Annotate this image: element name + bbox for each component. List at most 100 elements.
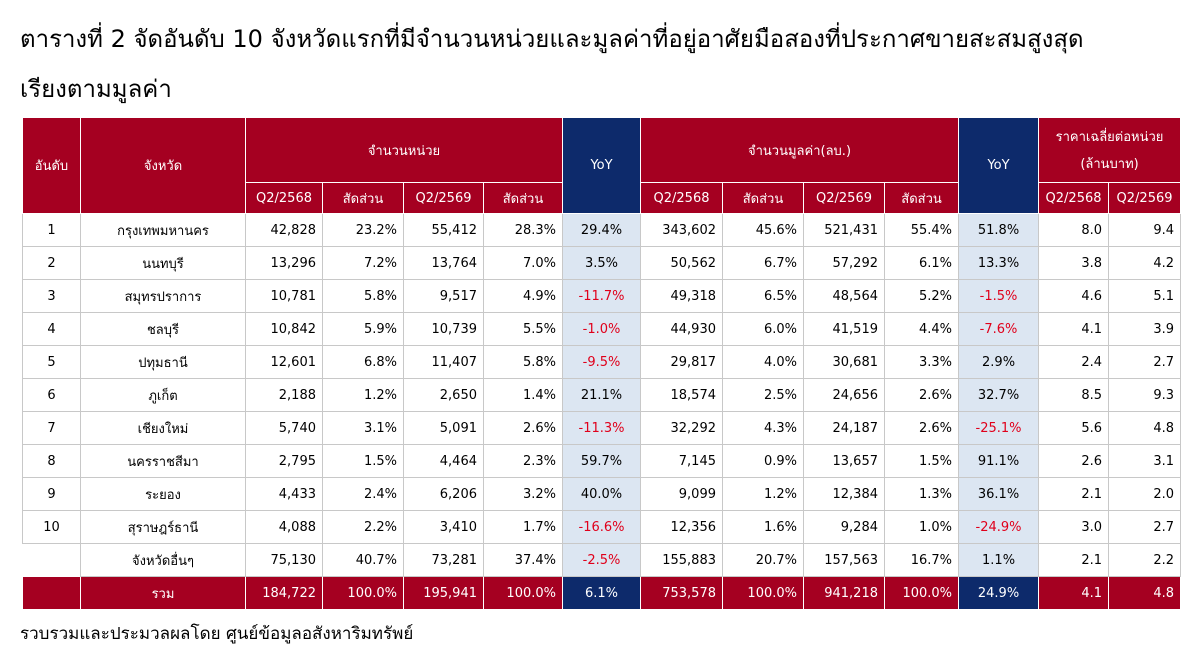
table-cell: 2,650 — [403, 378, 484, 412]
table-row: 8 นครราชสีมา 2,795 1.5% 4,464 2.3% 59.7% 7,145 0… — [22, 444, 1182, 478]
table-cell: 5.6 — [1038, 411, 1110, 445]
table-cell: 2.7 — [1108, 510, 1182, 544]
table-cell: 10,739 — [403, 312, 484, 346]
table-cell: 4.3% — [722, 411, 804, 445]
table-row: จังหวัดอื่นๆ 75,130 40.7% 73,281 37.4% -2.5% 1… — [23, 543, 1182, 577]
table-cell: 2.6% — [883, 411, 960, 445]
table-cell: 44,930 — [640, 312, 723, 346]
table-cell: -9.5% — [562, 345, 641, 379]
table-cell: 1 — [22, 213, 81, 247]
title: ตารางที่ 2 จัดอันดับ 10 จังหวัดแรกที่มีจ… — [20, 25, 1084, 53]
table-cell: -11.7% — [562, 279, 641, 313]
table-cell: 7.2% — [322, 246, 404, 280]
table-cell: 4.8 — [1108, 411, 1182, 445]
table-cell: 1.6% — [722, 510, 804, 544]
table-cell: 8.5 — [1038, 378, 1110, 412]
table-cell: 1.3% — [883, 477, 960, 511]
table-cell: 2.6% — [883, 378, 960, 412]
subheader-cell: สัดส่วน — [722, 182, 804, 214]
table-cell: 941,218 — [803, 576, 885, 610]
table-cell: -16.6% — [562, 510, 641, 544]
table-cell: 24.9% — [958, 576, 1040, 610]
table-cell: 42,828 — [245, 213, 323, 247]
table-cell: 2,795 — [245, 444, 323, 478]
table-cell: 3,410 — [403, 510, 484, 544]
table-cell: 9,099 — [640, 477, 723, 511]
header-line: (ล้านบาท) — [1080, 157, 1139, 172]
header-cell: อันดับ — [22, 117, 81, 214]
table-cell: 4.9% — [483, 279, 563, 313]
table-cell: 4.1 — [1038, 312, 1110, 346]
table-cell: 41,519 — [803, 312, 885, 346]
table-cell: 55.4% — [883, 213, 960, 247]
subheader-cell: Q2/2569 — [1108, 182, 1182, 214]
table-cell: 40.7% — [322, 543, 404, 577]
table-cell: 195,941 — [403, 576, 484, 610]
table-cell: 2,188 — [245, 378, 323, 412]
table-cell: 50,562 — [640, 246, 723, 280]
header-cell: จำนวนหน่วย — [245, 117, 563, 183]
table-cell: 32,292 — [640, 411, 723, 445]
table-cell: 28.3% — [483, 213, 563, 247]
table-cell: 23.2% — [322, 213, 404, 247]
ranking-table: อันดับ จังหวัด จำนวนหน่วย YoY จำนวนมูลค่… — [22, 117, 1182, 610]
source-note: รวบรวมและประมวลผลโดย ศูนย์ข้อมูลอสังหาริ… — [20, 624, 414, 644]
table-cell: ภูเก็ต — [80, 378, 246, 412]
table-cell: 4.8 — [1108, 576, 1182, 610]
table-cell: 2.7 — [1108, 345, 1182, 379]
header-cell: จังหวัด — [80, 117, 246, 214]
header-cell: ราคาเฉลี่ยต่อหน่วย (ล้านบาท) — [1038, 117, 1182, 183]
table-cell: 11,407 — [403, 345, 484, 379]
table-row: 1 กรุงเทพมหานคร 42,828 23.2% 55,412 28.3% 29.4… — [22, 213, 1182, 247]
table-cell: 3 — [22, 279, 81, 313]
table-cell: 521,431 — [803, 213, 885, 247]
table-cell: 5.1 — [1108, 279, 1182, 313]
table-cell: 37.4% — [483, 543, 563, 577]
table-cell: 6.8% — [322, 345, 404, 379]
table-cell: 2.4% — [322, 477, 404, 511]
table-cell: 9,517 — [403, 279, 484, 313]
table-cell: 4,088 — [245, 510, 323, 544]
table-cell: 45.6% — [722, 213, 804, 247]
table-cell: 73,281 — [403, 543, 484, 577]
table-cell: ชลบุรี — [80, 312, 246, 346]
table-cell: นครราชสีมา — [80, 444, 246, 478]
table-cell: 4.2 — [1108, 246, 1182, 280]
table-cell: 100.0% — [322, 576, 404, 610]
table-cell: 51.8% — [958, 213, 1040, 247]
table-cell: 12,356 — [640, 510, 723, 544]
table-cell: รวม — [80, 576, 246, 610]
table-cell: 91.1% — [958, 444, 1040, 478]
table-cell: 40.0% — [562, 477, 641, 511]
table-cell: 1.5% — [322, 444, 404, 478]
table-cell: 24,656 — [803, 378, 885, 412]
table-row: 9 ระยอง 4,433 2.4% 6,206 3.2% 40.0% 9,099 1.2% 12… — [22, 477, 1182, 511]
table-cell: 5.8% — [483, 345, 563, 379]
table-cell: เชียงใหม่ — [80, 411, 246, 445]
table-cell: 4,464 — [403, 444, 484, 478]
table-cell: 13,657 — [803, 444, 885, 478]
table-cell: 5,091 — [403, 411, 484, 445]
table-cell: 12,384 — [803, 477, 885, 511]
table-cell: 6.7% — [722, 246, 804, 280]
table-cell: 3.1% — [322, 411, 404, 445]
table-row: 7 เชียงใหม่ 5,740 3.1% 5,091 2.6% -11.3% 32,292… — [22, 411, 1182, 445]
table-cell: 32.7% — [958, 378, 1040, 412]
title: เรียงตามมูลค่า — [20, 75, 172, 103]
table-cell: 753,578 — [640, 576, 723, 610]
table-cell: 8 — [22, 444, 81, 478]
table-cell: 100.0% — [483, 576, 563, 610]
table-cell: 21.1% — [562, 378, 641, 412]
table-cell: 4.6 — [1038, 279, 1110, 313]
table-cell: 343,602 — [640, 213, 723, 247]
table-cell: นนทบุรี — [80, 246, 246, 280]
table-cell: สมุทรปราการ — [80, 279, 246, 313]
table-cell: 16.7% — [883, 543, 960, 577]
table-cell: กรุงเทพมหานคร — [80, 213, 246, 247]
table-cell: 6,206 — [403, 477, 484, 511]
table-cell: 29,817 — [640, 345, 723, 379]
table-cell: 4.0% — [722, 345, 804, 379]
header-line: ราคาเฉลี่ยต่อหน่วย — [1055, 130, 1164, 145]
table-cell: 4.4% — [883, 312, 960, 346]
